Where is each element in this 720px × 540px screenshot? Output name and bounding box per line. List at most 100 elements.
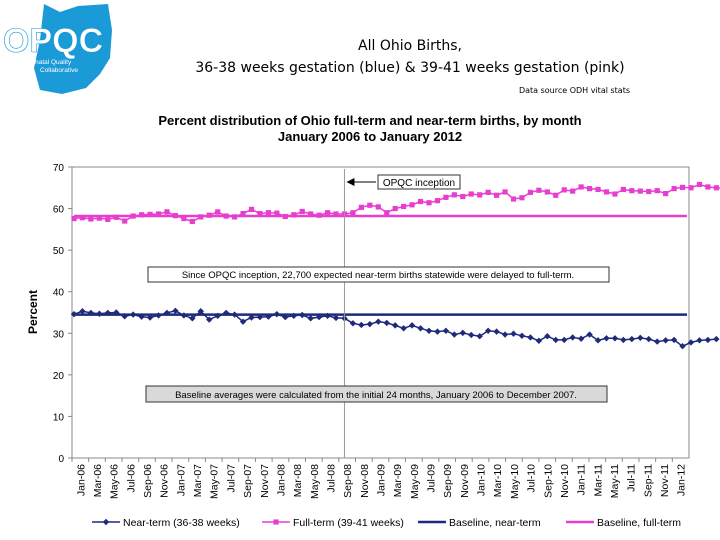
x-tick-label: Jan-07 <box>175 464 187 496</box>
point-near-term <box>476 332 483 340</box>
point-near-term <box>653 338 661 345</box>
point-full-term <box>663 191 669 197</box>
point-near-term <box>662 337 669 344</box>
x-tick-label: May-08 <box>309 464 321 499</box>
x-tick-label: Mar-11 <box>592 464 604 497</box>
point-full-term <box>603 189 610 195</box>
point-near-term <box>620 336 627 344</box>
point-near-term <box>206 316 213 323</box>
point-full-term <box>468 191 474 197</box>
point-full-term <box>308 211 314 217</box>
x-tick-label: Jul-11 <box>626 464 638 492</box>
point-near-term <box>637 334 644 342</box>
point-near-term <box>577 335 585 342</box>
y-tick-label: 30 <box>53 329 65 340</box>
point-full-term <box>519 195 525 201</box>
page-subtitle: 36-38 weeks gestation (blue) & 39-41 wee… <box>195 60 625 76</box>
point-full-term <box>333 211 339 217</box>
point-near-term <box>687 339 695 346</box>
point-full-term <box>671 186 677 192</box>
point-near-term <box>307 315 314 322</box>
point-near-term <box>679 342 686 350</box>
x-tick-label: Nov-08 <box>359 464 371 498</box>
point-near-term <box>704 336 712 344</box>
point-near-term <box>544 332 551 340</box>
x-tick-label: Sep-09 <box>442 464 454 498</box>
point-full-term <box>88 216 94 222</box>
point-near-term <box>248 314 255 321</box>
point-near-term <box>383 319 390 327</box>
point-full-term <box>502 189 508 195</box>
opqc-logo: OPQC Ohio Perinatal Quality Collaborativ… <box>3 4 112 94</box>
logo-subtitle-2: Collaborative <box>40 67 78 74</box>
delayed-note-box <box>147 266 610 283</box>
point-full-term <box>409 202 415 208</box>
point-full-term <box>426 200 432 206</box>
point-full-term <box>274 210 280 216</box>
point-near-term <box>332 314 340 322</box>
point-near-term <box>197 308 204 315</box>
point-full-term <box>460 193 466 200</box>
x-tick-label: Nov-10 <box>559 464 571 498</box>
y-tick-label: 20 <box>53 371 65 382</box>
point-near-term <box>628 335 636 343</box>
x-tick-label: Nov-09 <box>459 464 471 498</box>
point-full-term <box>595 186 601 193</box>
point-near-term <box>484 327 492 334</box>
x-tick-label: Jan-12 <box>676 464 688 496</box>
point-full-term <box>392 205 398 212</box>
chart-title: Percent distribution of Ohio full-term a… <box>70 113 670 145</box>
delayed-note: Since OPQC inception, 22,700 expected ne… <box>182 270 574 281</box>
point-full-term <box>544 189 550 195</box>
point-full-term <box>181 215 187 222</box>
point-full-term <box>240 210 246 217</box>
point-full-term <box>485 189 491 195</box>
point-near-term <box>527 334 534 341</box>
point-near-term <box>510 330 517 337</box>
point-near-term <box>79 308 86 315</box>
point-near-term <box>425 327 433 334</box>
y-axis-label: Percent <box>26 290 40 334</box>
point-full-term <box>510 196 517 202</box>
point-near-term <box>172 307 179 315</box>
point-near-term <box>670 336 678 344</box>
x-tick-label: Sep-11 <box>642 464 654 497</box>
point-full-term <box>122 218 128 224</box>
point-full-term <box>434 198 441 204</box>
x-tick-label: May-09 <box>409 464 421 499</box>
point-full-term <box>79 215 86 221</box>
point-near-term <box>569 334 576 341</box>
x-tick-label: Sep-07 <box>242 464 254 498</box>
point-near-term <box>468 331 475 339</box>
point-full-term <box>417 198 424 205</box>
x-tick-label: Jul-09 <box>426 464 438 493</box>
point-near-term <box>400 325 407 332</box>
point-full-term <box>679 184 686 190</box>
x-tick-label: May-07 <box>209 464 221 499</box>
x-tick-label: Mar-09 <box>392 464 404 497</box>
legend: Near-term (36-38 weeks) Full-term (39-41 … <box>92 517 681 529</box>
point-full-term <box>713 185 719 191</box>
point-full-term <box>705 184 711 190</box>
x-tick-label: Mar-08 <box>292 464 304 497</box>
x-tick-label: May-10 <box>509 464 521 499</box>
point-full-term <box>189 218 195 225</box>
point-full-term <box>553 192 559 198</box>
point-near-term <box>611 335 619 342</box>
annotations: OPQC inception Since OPQC inception, 22,7… <box>145 169 610 458</box>
point-near-term <box>239 318 247 325</box>
point-full-term <box>570 188 576 194</box>
point-full-term <box>155 211 162 217</box>
x-tick-label: Nov-07 <box>259 464 271 498</box>
legend-marker <box>102 518 110 526</box>
point-near-term <box>189 315 196 322</box>
logo-subtitle-1: Ohio Perinatal Quality <box>8 59 72 66</box>
inception-box <box>377 174 461 190</box>
point-full-term <box>350 210 356 216</box>
x-tick-label: Jan-06 <box>75 464 87 496</box>
point-full-term <box>536 187 542 193</box>
point-near-term <box>375 318 382 325</box>
x-tick-label: Jan-11 <box>576 464 588 495</box>
baseline-note: Baseline averages were calculated from t… <box>175 390 577 401</box>
x-tick-label: May-11 <box>609 464 621 498</box>
